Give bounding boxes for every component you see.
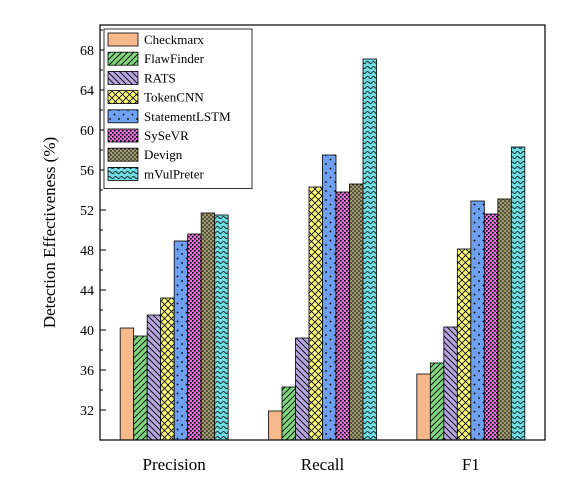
y-tick-label: 52 [80,204,94,219]
y-tick-label: 60 [80,124,94,139]
bar-statementlstm-precision [173,240,189,441]
bar-flawfinder-precision [133,335,148,441]
bar-mvulpreter-precision [214,214,229,441]
bar-checkmarx-precision [119,327,135,441]
bar-devign-precision [200,212,216,441]
legend-label-mvulpreter: mVulPreter [144,166,205,181]
legend-label-checkmarx: Checkmarx [144,32,204,47]
bar-sysevr-precision [187,233,202,441]
legend-label-rats: RATS [144,70,176,85]
bar-checkmarx-f1 [416,373,431,441]
bar-devign-recall [349,183,364,441]
legend-label-sysevr: SySeVR [144,128,189,143]
bar-flawfinder-f1 [429,362,445,441]
legend-swatch-checkmarx [107,32,139,47]
legend-label-flawfinder: FlawFinder [144,51,205,66]
bar-rats-precision [146,314,162,441]
legend-swatch-mvulpreter [107,166,139,181]
legend-label-tokencnn: TokenCNN [144,90,204,105]
axes-layer: 32 36 40 44 48 52 56 60 64 68 Precision Recall F1 [80,29,480,474]
bar-mvulpreter-recall [362,58,377,441]
legend-swatch-devign [107,147,139,162]
legend-swatch-tokencnn [107,90,139,104]
legend-swatch-rats [107,71,139,85]
y-tick-label: 56 [80,164,94,179]
legend-swatch-statementlstm [107,109,139,124]
y-tick-label: 36 [80,364,94,379]
y-tick-label: 32 [80,404,94,419]
bar-statementlstm-recall [322,154,337,441]
bar-mvulpreter-f1 [510,146,526,441]
y-tick-label: 44 [80,284,94,299]
y-tick-label: 40 [80,324,94,339]
legend-label-devign: Devign [144,147,183,162]
bar-rats-f1 [443,326,458,441]
legend-swatch-sysevr [107,128,139,143]
x-category-label: Precision [143,455,207,474]
legend-swatch-flawfinder [107,51,139,66]
x-category-label: F1 [462,455,480,474]
y-tick-label: 64 [80,84,94,99]
bar-checkmarx-recall [268,410,283,441]
bar-flawfinder-recall [281,386,296,441]
bar-statementlstm-f1 [470,200,485,441]
legend-label-statementlstm: StatementLSTM [144,109,231,124]
bar-tokencnn-recall [308,186,323,441]
bar-rats-recall [295,337,310,441]
bar-sysevr-f1 [483,213,499,441]
y-axis-title: Detection Effectiveness (%) [40,137,59,328]
x-category-label: Recall [301,455,345,474]
bar-tokencnn-f1 [456,248,472,441]
y-tick-label: 48 [80,244,94,259]
bar-tokencnn-precision [160,297,175,441]
bar-devign-f1 [497,198,512,441]
bar-sysevr-recall [335,191,350,441]
legend: Checkmarx FlawFinder RATS TokenCNN Statement… [103,28,253,190]
y-tick-label: 68 [80,44,94,59]
